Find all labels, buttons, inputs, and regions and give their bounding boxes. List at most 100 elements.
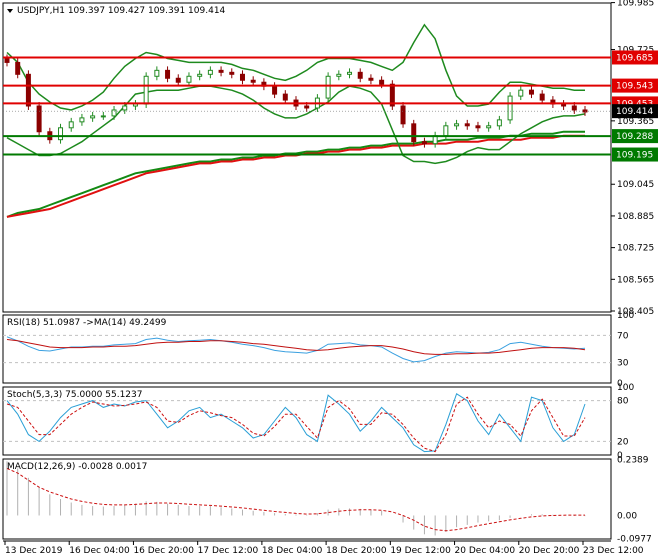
level-tag-0 [612,50,658,65]
xtick-label-9: 23 Dec 12:00 [583,546,644,556]
candle-body [528,89,534,95]
candle-body [207,69,213,75]
candle-body [15,61,21,75]
candle-body [400,105,406,125]
candle-body [379,79,385,85]
stoch-panel-frame [2,386,612,456]
candle-body [90,115,96,119]
candle-body [336,73,342,77]
candle-body [175,77,181,83]
candle-body [325,75,331,99]
candle-body [507,95,513,121]
candle-body [357,71,363,79]
xtick-label-2: 16 Dec 20:00 [133,546,194,556]
candle-body [475,125,481,129]
xtick-label-4: 18 Dec 04:00 [262,546,323,556]
candle-body [539,93,545,101]
candle-body [58,127,64,141]
stoch-ytick-label-2: 20 [617,437,629,447]
rsi-ytick-label-1: 70 [617,331,629,341]
stoch-ytick-label-0: 100 [617,383,634,393]
candle-body [122,105,128,111]
level-label-4: 109.195 [616,151,653,161]
candle-body [368,77,374,81]
candle-body [36,105,42,133]
candle-body [421,141,427,145]
candle-body [464,123,470,127]
rsi-ytick-label-3: 0 [617,379,623,389]
price-ytick-label-6: 108.565 [617,275,654,285]
stoch-ytick-label-3: 0 [617,451,623,461]
macd-ytick-label-2: -0.0977 [617,534,652,544]
price-ytick-label-2: 109.365 [617,117,654,127]
candle-body [250,79,256,83]
xtick-label-3: 17 Dec 12:00 [198,546,259,556]
level-label-0: 109.685 [616,53,653,63]
current-price-tag [612,104,658,119]
price-ytick-label-0: 109.985 [617,0,654,9]
xtick-label-7: 20 Dec 04:00 [455,546,516,556]
price-ytick-label-3: 109.045 [617,180,654,190]
price-ytick-label-5: 108.725 [617,244,654,254]
level-label-3: 109.288 [616,132,653,142]
candle-body [443,125,449,137]
price-panel-frame [2,2,612,313]
candle-body [4,57,10,63]
candle-body [229,71,235,75]
macd-title-label: MACD(12,26,9) -0.0028 0.0017 [7,462,147,472]
rsi-line [6,336,586,363]
xtick-label-6: 19 Dec 12:00 [390,546,451,556]
rsi-ytick-label-2: 30 [617,359,629,369]
candle-body [347,71,353,75]
rsi-ytick-label-0: 100 [617,311,634,321]
candle-body [79,117,85,123]
macd-ytick-label-1: 0.00 [617,511,637,521]
candle-body [304,105,310,109]
candle-body [154,69,160,77]
candle-body [486,125,492,129]
stoch-ytick-label-1: 80 [617,397,629,407]
candle-body [496,119,502,127]
macd-panel-frame [2,458,612,540]
candle-body [518,89,524,97]
candle-body [165,69,171,79]
level-tag-1 [612,78,658,93]
candle-body [68,121,74,129]
xtick-label-8: 20 Dec 20:00 [519,546,580,556]
price-ytick-label-7: 108.405 [617,307,654,317]
macd-signal-line [6,467,585,532]
stoch-main-line [6,393,586,453]
candle-body [218,69,224,73]
candle-body [454,123,460,127]
xtick-label-0: 13 Dec 2019 [5,546,63,556]
stoch-title-label: Stoch(5,3,3) 75.0000 55.1237 [7,390,142,400]
candle-body [239,73,245,81]
level-label-1: 109.543 [616,82,653,92]
candle-body [25,73,31,107]
candle-body [389,83,395,107]
candle-body [282,93,288,101]
xtick-label-1: 16 Dec 04:00 [69,546,130,556]
stoch-signal-line [6,396,586,453]
candle-body [111,109,117,117]
level-tag-3 [612,129,658,144]
candle-body [272,85,278,95]
level-tag-4 [612,147,658,162]
candle-body [571,105,577,111]
chart-header-label: USDJPY,H1 109.397 109.427 109.391 109.41… [17,6,226,16]
candle-body [143,75,149,105]
rsi-ma-line [6,339,586,355]
rsi-panel-frame [2,314,612,384]
dropdown-triangle-icon [7,9,13,13]
current-price-label: 109.414 [616,107,653,117]
candle-body [186,75,192,83]
candle-body [197,73,203,77]
price-ytick-label-4: 108.885 [617,212,654,222]
ma-long-green-line [6,130,585,218]
candle-body [411,123,417,143]
macd-ytick-label-0: 0.2389 [617,455,649,465]
bollinger-lower-line [6,85,586,165]
rsi-title-label: RSI(18) 51.0987 ->MA(14) 49.2499 [7,318,167,328]
candle-body [100,115,106,118]
